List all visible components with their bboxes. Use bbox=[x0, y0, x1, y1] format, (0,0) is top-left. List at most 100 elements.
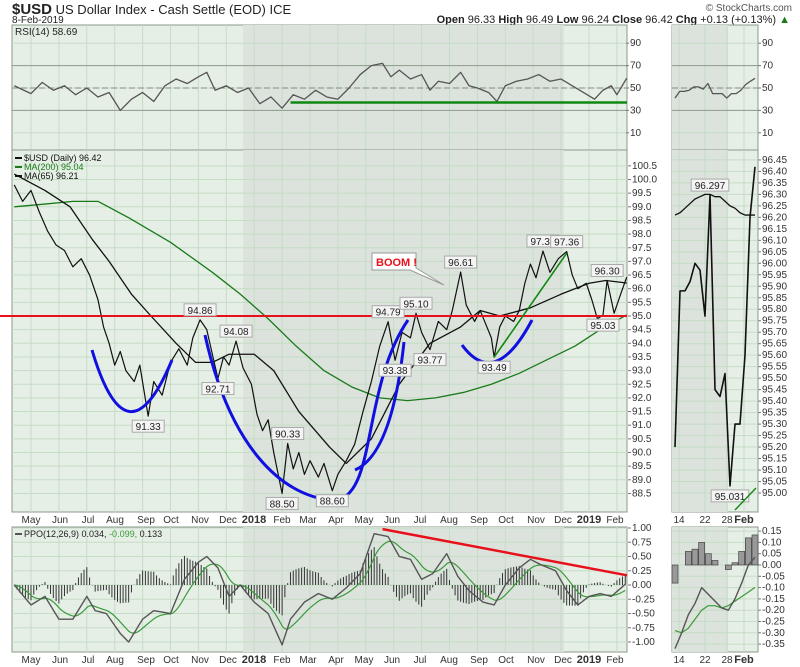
chart-date: 8-Feb-2019 bbox=[12, 15, 64, 26]
price-label: 88.60 bbox=[320, 497, 345, 508]
price-label-box bbox=[586, 318, 620, 332]
right-ppo-histogram-bar bbox=[745, 537, 752, 566]
right-price-tick-label: 96.30 bbox=[762, 189, 787, 200]
x-axis-label: May bbox=[22, 655, 41, 666]
price-label-box bbox=[371, 305, 405, 319]
price-tick-label: 92.5 bbox=[632, 379, 652, 390]
x-axis-label: Sep bbox=[137, 655, 155, 666]
price-legend-item: MA(200) 95.04 bbox=[24, 162, 84, 172]
x-axis-label: Oct bbox=[498, 515, 514, 526]
right-price-tick-label: 96.00 bbox=[762, 258, 787, 269]
x-axis-label: Apr bbox=[328, 515, 344, 526]
rsi-tick-label: 50 bbox=[762, 83, 774, 94]
rsi-tick-label: 90 bbox=[630, 38, 642, 49]
ppo-line bbox=[13, 533, 626, 646]
x-axis-label: Dec bbox=[219, 655, 237, 666]
price-label-box bbox=[131, 419, 165, 433]
right-price-tick-label: 95.85 bbox=[762, 293, 787, 304]
price-label: 90.33 bbox=[275, 429, 300, 440]
right-ppo-tick-label: -0.30 bbox=[762, 628, 785, 639]
ppo-trendline bbox=[382, 527, 628, 577]
price-label-box bbox=[315, 494, 349, 508]
price-tick-label: 98.0 bbox=[632, 229, 652, 240]
price-tick-label: 95.0 bbox=[632, 311, 652, 322]
right-price-label: 95.031 bbox=[715, 492, 746, 503]
chart-title: $USD US Dollar Index - Cash Settle (EOD)… bbox=[12, 1, 292, 18]
x-axis-label: Aug bbox=[106, 655, 124, 666]
right-price-tick-label: 95.70 bbox=[762, 327, 787, 338]
ppo-tick-label: -0.50 bbox=[632, 609, 655, 620]
right-ppo-histogram-bar bbox=[685, 551, 692, 566]
price-label-box bbox=[399, 296, 433, 310]
right-ppo-histogram-bar bbox=[691, 548, 699, 566]
right-price-tick-label: 95.40 bbox=[762, 396, 787, 407]
price-label: 94.79 bbox=[376, 308, 401, 319]
x-axis-label: May bbox=[355, 515, 374, 526]
x-axis-label: Dec bbox=[219, 515, 237, 526]
x-axis-label: Aug bbox=[440, 515, 458, 526]
price-tick-label: 99.0 bbox=[632, 202, 652, 213]
price-label-box bbox=[550, 235, 584, 249]
ppo-tick-label: 1.00 bbox=[632, 523, 652, 534]
right-x-axis-label: 22 bbox=[699, 515, 711, 526]
right-price-tick-label: 95.75 bbox=[762, 316, 787, 327]
right-ma-line bbox=[674, 193, 755, 216]
rsi-tick-label: 10 bbox=[762, 128, 774, 139]
rsi-line bbox=[13, 62, 628, 112]
right-ppo-tick-label: 0.05 bbox=[762, 549, 782, 560]
x-axis-label: Jul bbox=[82, 655, 95, 666]
price-label: 92.71 bbox=[205, 385, 230, 396]
callout-box bbox=[371, 252, 445, 286]
right-ppo-tick-label: -0.35 bbox=[762, 639, 785, 650]
right-ppo-tick-label: 0.10 bbox=[762, 537, 782, 548]
price-tick-label: 99.5 bbox=[632, 188, 652, 199]
x-axis-label: Oct bbox=[163, 655, 179, 666]
right-price-tick-label: 95.25 bbox=[762, 431, 787, 442]
x-axis-label: Feb bbox=[273, 515, 291, 526]
price-tick-label: 91.5 bbox=[632, 407, 652, 418]
ppo-tick-label: -0.75 bbox=[632, 623, 655, 634]
right-x-axis-label: 14 bbox=[673, 655, 685, 666]
right-x-axis-label: 14 bbox=[673, 515, 685, 526]
right-ppo-line bbox=[674, 556, 756, 649]
price-tick-label: 88.5 bbox=[632, 488, 652, 499]
ppo-tick-label: 0.75 bbox=[632, 537, 652, 548]
boom-callout: BOOM ! bbox=[376, 257, 417, 269]
right-price-tick-label: 96.35 bbox=[762, 178, 787, 189]
rsi-tick-label: 70 bbox=[762, 61, 774, 72]
price-label: 91.33 bbox=[136, 422, 161, 433]
right-price-tick-label: 95.10 bbox=[762, 465, 787, 476]
x-axis-label: Dec bbox=[554, 655, 572, 666]
cup-annotation bbox=[90, 349, 174, 413]
rsi-tick-label: 50 bbox=[630, 83, 642, 94]
right-ppo-histogram-bar bbox=[738, 551, 745, 566]
price-label-box bbox=[219, 324, 253, 338]
ppo-legend: PPO(12,26,9) 0.034, -0.099, 0.133 bbox=[24, 529, 162, 539]
price-label: 93.77 bbox=[417, 356, 442, 367]
ppo-tick-label: -1.00 bbox=[632, 637, 655, 648]
price-label-box bbox=[265, 496, 299, 510]
price-label: 93.49 bbox=[482, 363, 507, 374]
price-tick-label: 90.0 bbox=[632, 448, 652, 459]
price-label: 96.30 bbox=[595, 267, 620, 278]
x-axis-label: Nov bbox=[527, 515, 545, 526]
rsi-tick-label: 30 bbox=[630, 105, 642, 116]
up-arrow-icon: ▲ bbox=[779, 14, 790, 26]
price-tick-label: 94.0 bbox=[632, 338, 652, 349]
x-axis-label: 2019 bbox=[577, 654, 601, 666]
price-label: 94.86 bbox=[188, 306, 213, 317]
right-price-tick-label: 95.55 bbox=[762, 362, 787, 373]
right-price-label-box bbox=[690, 178, 730, 192]
right-x-axis-label: Feb bbox=[734, 654, 754, 666]
x-axis-label: Apr bbox=[328, 655, 344, 666]
price-label-box bbox=[183, 303, 217, 317]
right-ppo-histogram-bar bbox=[751, 534, 759, 566]
right-ppo-histogram-bar bbox=[725, 564, 732, 570]
right-price-tick-label: 95.20 bbox=[762, 442, 787, 453]
x-axis-label: Nov bbox=[191, 515, 209, 526]
rsi-tick-label: 10 bbox=[630, 128, 642, 139]
price-label-box bbox=[590, 264, 624, 278]
right-ppo-histogram-bar bbox=[698, 542, 705, 566]
right-ma200-line bbox=[734, 487, 757, 511]
price-tick-label: 98.5 bbox=[632, 215, 652, 226]
